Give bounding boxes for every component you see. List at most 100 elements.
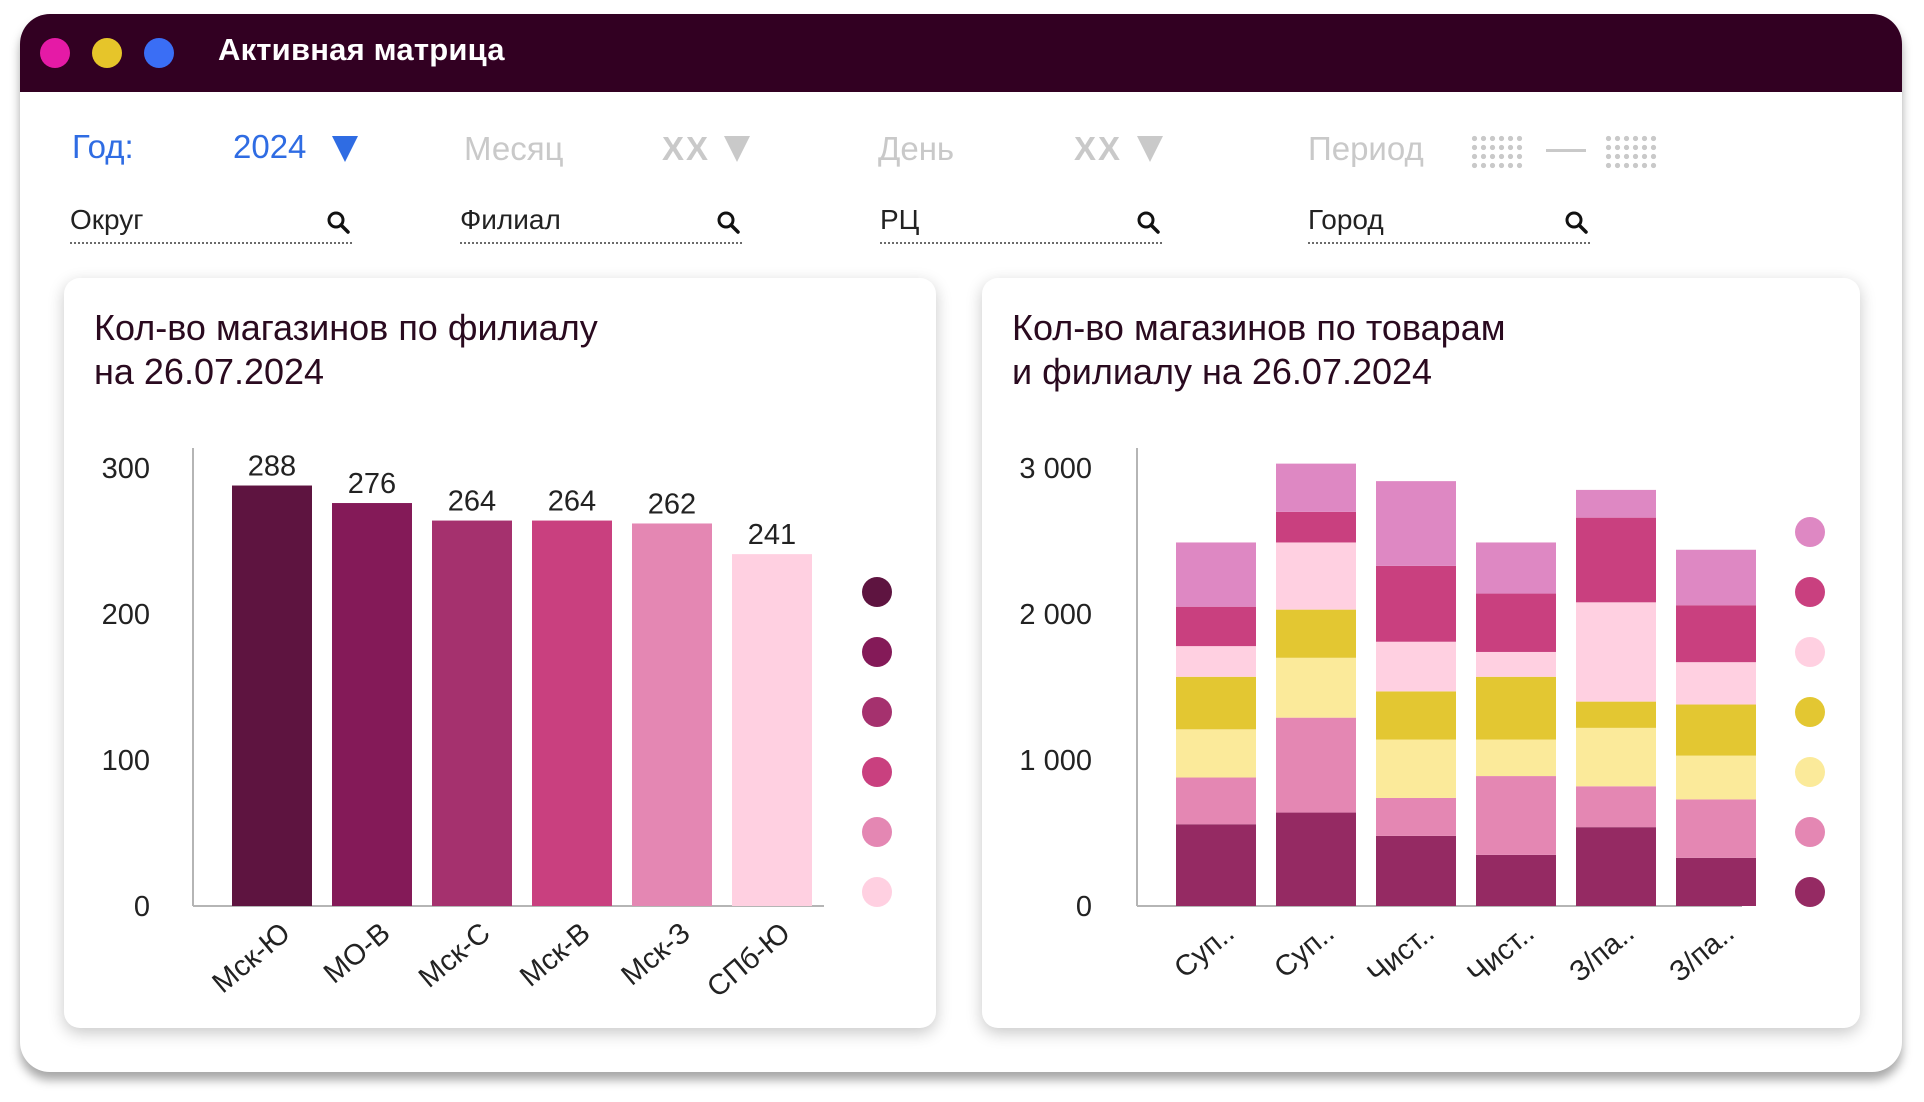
chart-title: Кол-во магазинов по филиалу на 26.07.202… bbox=[94, 306, 598, 394]
bar bbox=[432, 520, 512, 906]
bar bbox=[632, 523, 712, 906]
bar-segment bbox=[1276, 511, 1356, 543]
bar-segment bbox=[1376, 797, 1456, 836]
city-search-label: Город bbox=[1308, 204, 1384, 235]
dc-search-label: РЦ bbox=[880, 204, 920, 235]
x-tick-label: З/па.. bbox=[1664, 917, 1741, 989]
period-end-calendar-icon[interactable] bbox=[1604, 134, 1658, 170]
legend-dot bbox=[1795, 637, 1825, 667]
legend-dot bbox=[862, 697, 892, 727]
day-dropdown-icon[interactable] bbox=[1137, 136, 1163, 162]
x-tick-label: Мск-В bbox=[514, 917, 596, 993]
data-label: 264 bbox=[448, 486, 496, 518]
x-tick-label: МО-В bbox=[318, 917, 397, 990]
branch-stores-chart-card: Кол-во магазинов по филиалу на 26.07.202… bbox=[64, 278, 936, 1028]
bar-segment bbox=[1576, 602, 1656, 702]
bar-segment bbox=[1276, 657, 1356, 718]
x-tick-label: Чист.. bbox=[1362, 917, 1441, 991]
month-label: Месяц bbox=[464, 130, 564, 167]
bar-segment bbox=[1676, 605, 1756, 663]
search-icon[interactable] bbox=[1136, 210, 1162, 236]
district-search-label: Округ bbox=[70, 204, 144, 235]
x-tick-label: Мск-З bbox=[616, 917, 697, 992]
bar-segment bbox=[1676, 755, 1756, 800]
bar-segment bbox=[1176, 824, 1256, 906]
bar bbox=[232, 485, 312, 906]
year-label: Год: bbox=[72, 128, 134, 165]
city-search-field[interactable]: Город bbox=[1308, 204, 1590, 244]
bar-segment bbox=[1176, 777, 1256, 825]
chart-title: Кол-во магазинов по товарам и филиалу на… bbox=[1012, 306, 1505, 394]
chart-title-line: на 26.07.2024 bbox=[94, 351, 325, 392]
bar-segment bbox=[1676, 662, 1756, 705]
title-bar: Активная матрица bbox=[20, 14, 1902, 92]
search-icon[interactable] bbox=[716, 210, 742, 236]
close-window-dot[interactable] bbox=[40, 38, 70, 68]
x-tick-label: Суп.. bbox=[1268, 917, 1340, 985]
data-label: 264 bbox=[548, 486, 596, 518]
bar bbox=[732, 554, 812, 906]
legend-dot bbox=[862, 757, 892, 787]
bar-segment bbox=[1476, 676, 1556, 740]
legend-dot bbox=[1795, 697, 1825, 727]
y-tick-label: 2 000 bbox=[1019, 599, 1092, 631]
bar-segment bbox=[1176, 676, 1256, 730]
period-label: Период bbox=[1308, 130, 1424, 167]
legend-dot bbox=[862, 877, 892, 907]
bar-segment bbox=[1676, 857, 1756, 906]
day-value[interactable]: ХХ bbox=[1074, 130, 1123, 167]
bar-segment bbox=[1476, 776, 1556, 855]
legend-dot bbox=[1795, 877, 1825, 907]
x-tick-label: Чист.. bbox=[1462, 917, 1541, 991]
minimize-window-dot[interactable] bbox=[92, 38, 122, 68]
maximize-window-dot[interactable] bbox=[144, 38, 174, 68]
bar-segment bbox=[1676, 799, 1756, 858]
day-label: День bbox=[878, 130, 955, 167]
bar-segment bbox=[1676, 549, 1756, 606]
bar-segment bbox=[1376, 565, 1456, 642]
bar-segment bbox=[1476, 593, 1556, 652]
bar-segment bbox=[1176, 729, 1256, 778]
period-start-calendar-icon[interactable] bbox=[1470, 134, 1524, 170]
legend-dot bbox=[1795, 577, 1825, 607]
x-tick-label: З/па.. bbox=[1564, 917, 1641, 989]
bar-segment bbox=[1376, 691, 1456, 740]
bar-segment bbox=[1376, 739, 1456, 798]
x-tick-label: Мск-С bbox=[413, 917, 497, 994]
y-tick-label: 3 000 bbox=[1019, 453, 1092, 485]
y-tick-label: 200 bbox=[102, 599, 150, 631]
search-icon[interactable] bbox=[326, 210, 352, 236]
y-tick-label: 1 000 bbox=[1019, 745, 1092, 777]
bar-segment bbox=[1476, 854, 1556, 906]
window-title: Активная матрица bbox=[218, 32, 505, 67]
search-icon[interactable] bbox=[1564, 210, 1590, 236]
y-tick-label: 0 bbox=[134, 891, 150, 923]
legend-dot bbox=[862, 577, 892, 607]
data-label: 262 bbox=[648, 488, 696, 520]
bar-segment bbox=[1476, 542, 1556, 594]
bar-segment bbox=[1276, 812, 1356, 906]
x-tick-label: Суп.. bbox=[1168, 917, 1240, 985]
year-value[interactable]: 2024 bbox=[233, 128, 307, 165]
data-label: 288 bbox=[248, 451, 296, 483]
chart-title-line: и филиалу на 26.07.2024 bbox=[1012, 351, 1433, 392]
bar-segment bbox=[1176, 606, 1256, 647]
bar-segment bbox=[1376, 481, 1456, 566]
bar bbox=[532, 520, 612, 906]
dc-search-field[interactable]: РЦ bbox=[880, 204, 1162, 244]
month-dropdown-icon[interactable] bbox=[724, 136, 750, 162]
y-tick-label: 0 bbox=[1076, 891, 1092, 923]
branch-search-field[interactable]: Филиал bbox=[460, 204, 742, 244]
legend-dot bbox=[1795, 757, 1825, 787]
year-dropdown-icon[interactable] bbox=[332, 136, 358, 162]
bar-segment bbox=[1476, 651, 1556, 677]
district-search-field[interactable]: Округ bbox=[70, 204, 352, 244]
legend-dot bbox=[1795, 817, 1825, 847]
bar-segment bbox=[1276, 463, 1356, 512]
month-value[interactable]: ХХ bbox=[662, 130, 711, 167]
goods-branch-stacked-bar-chart: 0 1 000 2 000 3 000 Суп.. Суп.. Чист.. Чист.. З/… bbox=[1019, 448, 1825, 991]
legend-dot bbox=[1795, 517, 1825, 547]
y-tick-label: 100 bbox=[102, 745, 150, 777]
legend-dot bbox=[862, 817, 892, 847]
chart-title-line: Кол-во магазинов по филиалу bbox=[94, 307, 598, 348]
